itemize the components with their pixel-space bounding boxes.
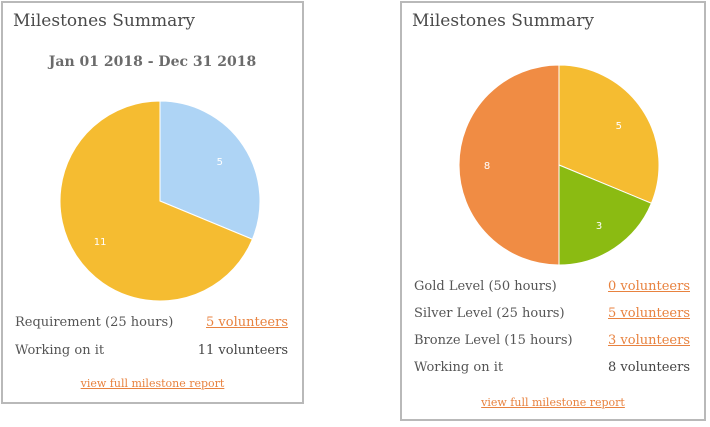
date-range: Jan 01 2018 - Dec 31 2018: [48, 54, 257, 70]
milestones-summary-card: Milestones Summary Jan 01 2018 - Dec 31 …: [1, 1, 304, 404]
volunteers-count: 11 volunteers: [197, 343, 288, 358]
pie-slice-label: 3: [596, 221, 602, 232]
milestones-summary-card: Milestones Summary 5 3 8 Gold Level (50 ho…: [400, 1, 706, 421]
milestone-label: Bronze Level (15 hours): [414, 333, 573, 348]
view-report-link[interactable]: view full milestone report: [80, 377, 225, 390]
milestone-label: Silver Level (25 hours): [414, 306, 565, 321]
milestone-row-working: Working on it 11 volunteers: [15, 343, 288, 363]
milestone-row-gold: Gold Level (50 hours) 0 volunteers: [414, 279, 690, 299]
milestone-row-bronze: Bronze Level (15 hours) 3 volunteers: [414, 333, 690, 353]
milestone-label: Requirement (25 hours): [15, 315, 174, 330]
milestone-row-requirement: Requirement (25 hours) 5 volunteers: [15, 315, 288, 335]
volunteers-link[interactable]: 5 volunteers: [608, 306, 690, 321]
volunteers-link[interactable]: 3 volunteers: [608, 333, 690, 348]
pie-slice: [458, 64, 560, 266]
pie-slice-label: 8: [484, 161, 490, 172]
pie-slice-label: 5: [217, 157, 223, 168]
milestone-label: Working on it: [414, 360, 504, 375]
pie-slice: [159, 100, 261, 240]
pie-slice: [558, 64, 660, 204]
volunteers-count: 8 volunteers: [608, 360, 690, 375]
milestone-label: Gold Level (50 hours): [414, 279, 557, 294]
view-report-link[interactable]: view full milestone report: [481, 396, 625, 409]
milestone-label: Working on it: [15, 343, 105, 358]
pie-chart: 5 11: [59, 100, 261, 302]
pie-slice: [59, 100, 254, 302]
card-title: Milestones Summary: [412, 11, 594, 31]
milestone-row-silver: Silver Level (25 hours) 5 volunteers: [414, 306, 690, 326]
milestone-row-working: Working on it 8 volunteers: [414, 360, 690, 380]
card-title: Milestones Summary: [13, 11, 195, 31]
volunteers-link[interactable]: 0 volunteers: [608, 279, 690, 294]
pie-slice: [558, 164, 653, 266]
pie-slice-label: 5: [616, 121, 622, 132]
pie-chart: 5 3 8: [458, 64, 660, 266]
pie-slice-label: 11: [94, 237, 107, 248]
volunteers-link[interactable]: 5 volunteers: [206, 315, 288, 330]
